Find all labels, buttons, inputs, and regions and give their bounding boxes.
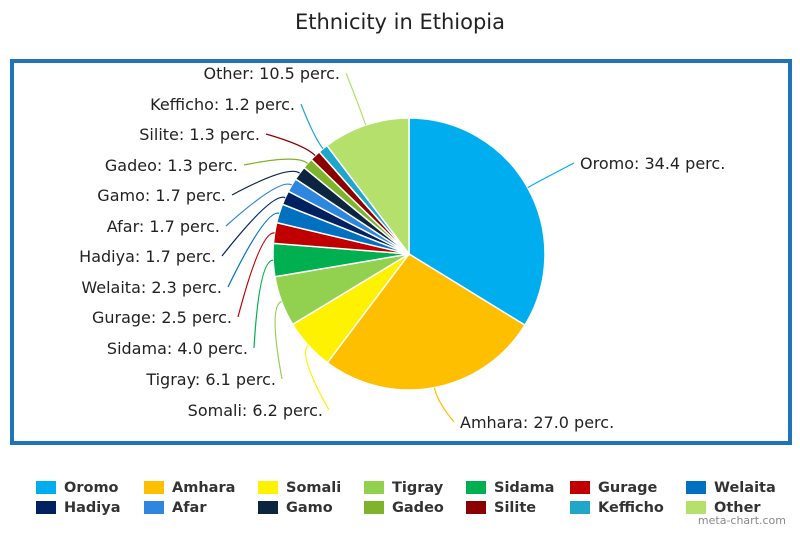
legend-swatch — [570, 481, 590, 494]
legend-label: Tigray — [392, 480, 444, 496]
legend-swatch — [36, 501, 56, 514]
data-label-welaita: Welaita: 2.3 perc. — [81, 278, 222, 297]
data-label-tigray: Tigray: 6.1 perc. — [145, 370, 276, 389]
pie-chart: Oromo: 34.4 perc. Amhara: 27.0 perc. Somal… — [79, 64, 725, 432]
legend-item-sidama: Sidama — [466, 478, 554, 498]
credit-text: meta-chart.com — [697, 514, 786, 527]
data-label-oromo: Oromo: 34.4 perc. — [580, 154, 725, 173]
legend-swatch — [570, 501, 590, 514]
legend-item-kefficho: Kefficho — [570, 498, 664, 518]
legend-label: Gurage — [598, 480, 658, 496]
legend-label: Afar — [172, 500, 207, 516]
legend-swatch — [258, 501, 278, 514]
leader-line-somali — [304, 344, 330, 411]
legend-item-gurage: Gurage — [570, 478, 657, 498]
chart-title: Ethnicity in Ethiopia — [294, 10, 506, 34]
pie-slice-oromo — [408, 117, 546, 327]
legend-swatch — [36, 481, 56, 494]
legend-label: Gamo — [286, 500, 333, 516]
legend-row: Hadiya Afar Gamo Gadeo Silite Kefficho Other — [36, 498, 796, 518]
legend-item-tigray: Tigray — [364, 478, 443, 498]
legend-label: Hadiya — [64, 500, 121, 516]
leader-line-tigray — [274, 300, 283, 380]
legend-item-somali: Somali — [258, 478, 341, 498]
legend-swatch — [686, 481, 706, 494]
leader-line-welaita — [227, 212, 280, 288]
leader-line-gamo — [231, 170, 300, 196]
leader-line-amhara — [433, 387, 455, 423]
pie-slices — [272, 117, 546, 391]
legend-label: Silite — [494, 500, 537, 516]
chart-legend: Oromo Amhara Somali Tigray Sidama Gurage Welai… — [36, 478, 796, 518]
legend-label: Gadeo — [392, 500, 444, 516]
legend-swatch — [466, 481, 486, 494]
leader-line-kefficho — [300, 103, 324, 149]
data-label-gadeo: Gadeo: 1.3 perc. — [105, 156, 238, 175]
legend-item-other: Other — [686, 498, 761, 518]
leader-line-silite — [265, 133, 316, 157]
data-label-gamo: Gamo: 1.7 perc. — [97, 186, 226, 205]
leader-line-sidama — [253, 259, 274, 349]
data-label-sidama: Sidama: 4.0 perc. — [107, 339, 248, 358]
legend-label: Amhara — [172, 480, 236, 496]
data-label-kefficho: Kefficho: 1.2 perc. — [150, 95, 295, 114]
legend-label: Oromo — [64, 480, 119, 496]
legend-swatch — [258, 481, 278, 494]
legend-swatch — [144, 501, 164, 514]
legend-item-gadeo: Gadeo — [364, 498, 444, 518]
data-label-gurage: Gurage: 2.5 perc. — [92, 308, 232, 327]
legend-swatch — [144, 481, 164, 494]
data-label-amhara: Amhara: 27.0 perc. — [460, 413, 614, 432]
legend-item-afar: Afar — [144, 498, 206, 518]
legend-label: Other — [714, 500, 761, 516]
legend-item-hadiya: Hadiya — [36, 498, 121, 518]
legend-label: Kefficho — [598, 500, 664, 516]
pie-labels: Oromo: 34.4 perc. Amhara: 27.0 perc. Somal… — [79, 64, 725, 432]
legend-item-silite: Silite — [466, 498, 536, 518]
leader-line-other — [345, 72, 367, 126]
legend-swatch — [364, 481, 384, 494]
leader-line-oromo — [527, 162, 575, 189]
legend-item-welaita: Welaita — [686, 478, 776, 498]
leader-line-afar — [225, 183, 293, 227]
data-label-silite: Silite: 1.3 perc. — [139, 125, 260, 144]
legend-item-oromo: Oromo — [36, 478, 119, 498]
legend-label: Somali — [286, 480, 342, 496]
data-label-other: Other: 10.5 perc. — [204, 64, 340, 83]
data-label-somali: Somali: 6.2 perc. — [188, 401, 323, 420]
data-label-hadiya: Hadiya: 1.7 perc. — [79, 247, 216, 266]
leader-line-gurage — [237, 232, 275, 318]
leader-line-gadeo — [243, 158, 308, 166]
legend-swatch — [686, 501, 706, 514]
leader-line-hadiya — [221, 196, 286, 257]
legend-label: Welaita — [714, 480, 776, 496]
legend-row: Oromo Amhara Somali Tigray Sidama Gurage Welai… — [36, 478, 796, 498]
legend-label: Sidama — [494, 480, 555, 496]
legend-swatch — [466, 501, 486, 514]
data-label-afar: Afar: 1.7 perc. — [107, 217, 220, 236]
legend-item-gamo: Gamo — [258, 498, 333, 518]
legend-item-amhara: Amhara — [144, 478, 235, 498]
legend-swatch — [364, 501, 384, 514]
